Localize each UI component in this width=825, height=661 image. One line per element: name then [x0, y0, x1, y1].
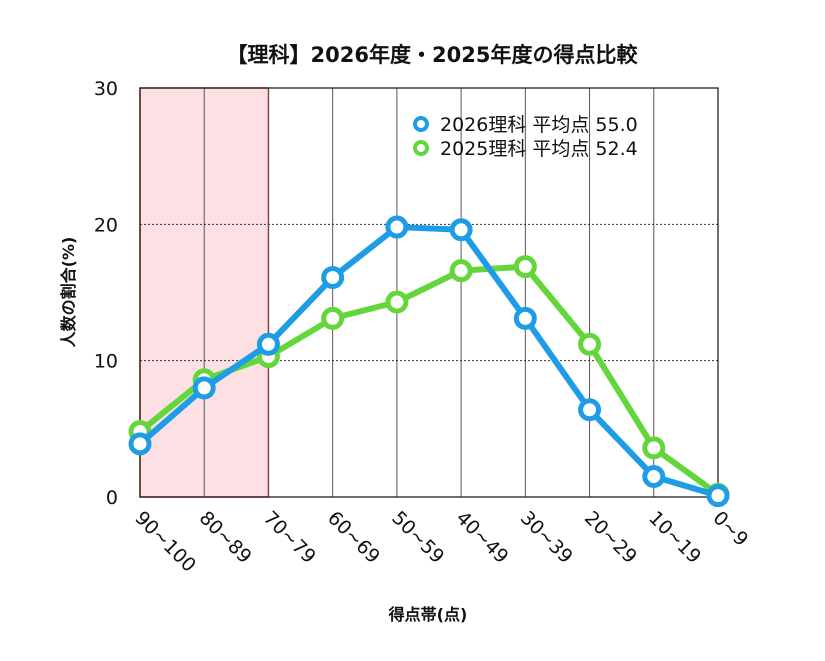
x-axis-label: 得点帯(点)	[388, 605, 468, 624]
data-point	[449, 218, 473, 242]
data-point	[706, 484, 730, 508]
data-point	[513, 255, 537, 279]
x-tick-label: 90~100	[130, 507, 200, 577]
data-point	[385, 290, 409, 314]
x-tick-label: 30~39	[516, 507, 577, 568]
x-tick-label: 20~29	[580, 507, 641, 568]
data-point	[192, 376, 216, 400]
x-tick-label: 40~49	[452, 507, 513, 568]
data-point	[513, 306, 537, 330]
x-tick-label: 0~9	[708, 507, 752, 551]
plot-frame	[139, 87, 719, 498]
x-tick-label: 60~69	[323, 507, 384, 568]
x-tick-label: 70~79	[259, 507, 320, 568]
data-point	[128, 432, 152, 456]
x-tick-label: 10~19	[644, 507, 705, 568]
legend-entry: 2025理科 平均点 52.4	[440, 138, 638, 160]
data-point	[321, 266, 345, 290]
data-point	[578, 398, 602, 422]
legend-marker	[413, 140, 429, 156]
data-point	[642, 465, 666, 489]
y-tick-label: 20	[94, 214, 118, 236]
y-tick-label: 30	[94, 78, 118, 100]
legend-entry: 2026理科 平均点 55.0	[440, 114, 638, 136]
data-point	[385, 215, 409, 239]
y-axis-label: 人数の割合(%)	[59, 237, 78, 348]
x-tick-label: 80~89	[195, 507, 256, 568]
data-point	[321, 306, 345, 330]
legend-marker	[413, 116, 429, 132]
series-line	[138, 224, 719, 499]
data-point	[578, 332, 602, 356]
y-tick-label: 0	[106, 487, 118, 509]
data-point	[256, 332, 280, 356]
data-point	[449, 259, 473, 283]
chart-title: 【理科】2026年度・2025年度の得点比較	[227, 43, 639, 67]
y-tick-label: 10	[94, 351, 118, 373]
data-point	[642, 436, 666, 460]
x-tick-label: 50~59	[387, 507, 448, 568]
